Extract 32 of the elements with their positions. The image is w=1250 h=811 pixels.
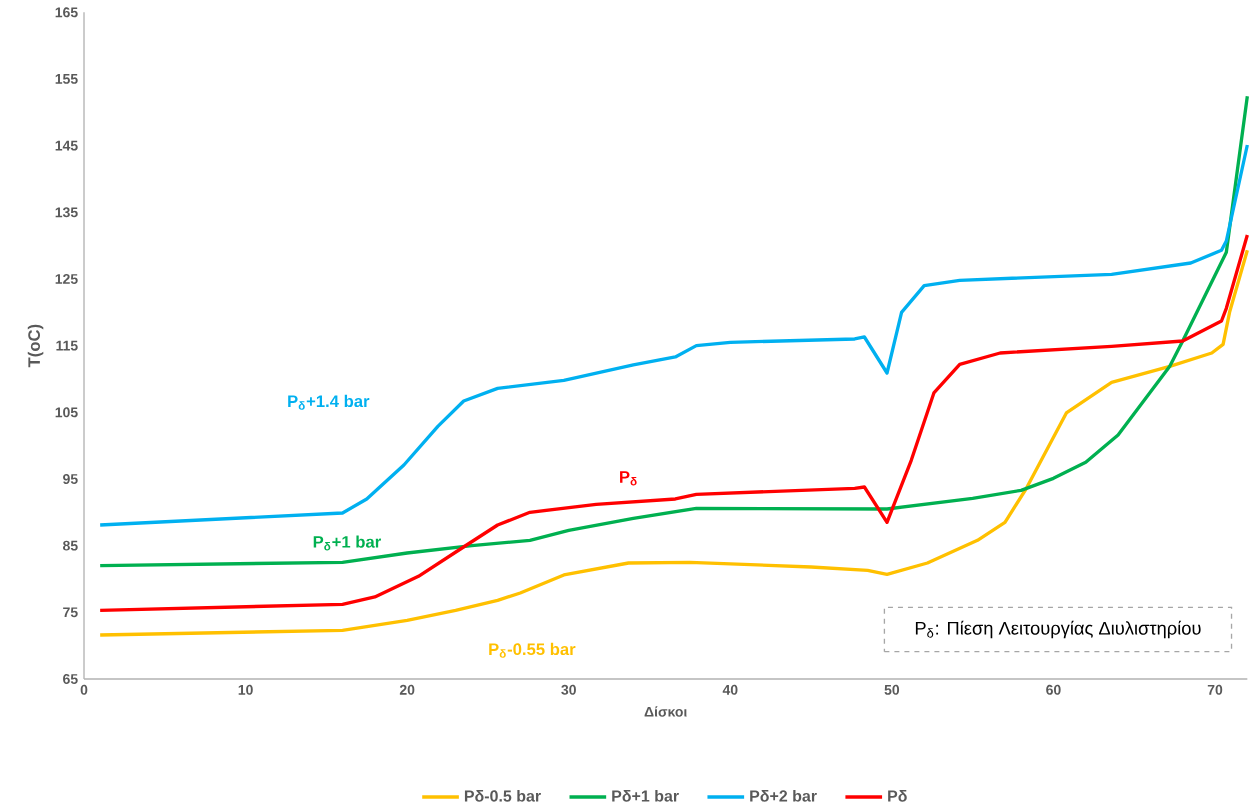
x-tick-label: 40 (722, 684, 738, 695)
line-series (98, 94, 1249, 568)
x-tick-label: 0 (80, 684, 88, 695)
annotation: P$_{δ}$-0.55 bar (489, 642, 576, 658)
y-tick-label: 105 (55, 407, 78, 418)
y-tick-label: 115 (56, 340, 78, 351)
x-axis-title: Δίσκοι (644, 706, 687, 717)
x-tick-label: 70 (1207, 684, 1223, 695)
x-tick-label: 60 (1046, 684, 1061, 695)
y-axis-title: T(oC) (27, 324, 44, 368)
legend-label: Pδ (888, 789, 907, 802)
annotation: P$_{δ}$: Πίεση Λειτουργίας Διυλιστηρίου (915, 620, 1201, 639)
line-series (98, 143, 1249, 527)
legend-label: Pδ+2 bar (750, 789, 817, 802)
y-tick-label: 135 (55, 207, 78, 218)
x-tick-label: 10 (238, 684, 253, 695)
y-tick-label: 75 (63, 607, 78, 618)
y-tick-label: 65 (63, 674, 78, 684)
x-tick-label: 50 (884, 684, 900, 695)
x-tick-label: 30 (561, 684, 576, 695)
y-tick-label: 85 (62, 540, 78, 551)
legend-label: Pδ-0.5 bar (464, 789, 541, 802)
y-tick-label: 155 (55, 74, 78, 84)
x-tick-label: 20 (399, 684, 415, 695)
annotation: P$_{δ}$+1 bar (313, 535, 381, 551)
y-tick-label: 145 (55, 140, 78, 151)
y-tick-label: 125 (55, 274, 78, 284)
annotation: P$_{δ}$+1.4 bar (288, 394, 370, 410)
y-tick-label: 165 (55, 7, 78, 18)
legend-label: Pδ+1 bar (612, 789, 679, 802)
y-tick-label: 95 (63, 474, 78, 484)
annotation: P$_{δ}$ (620, 471, 637, 486)
